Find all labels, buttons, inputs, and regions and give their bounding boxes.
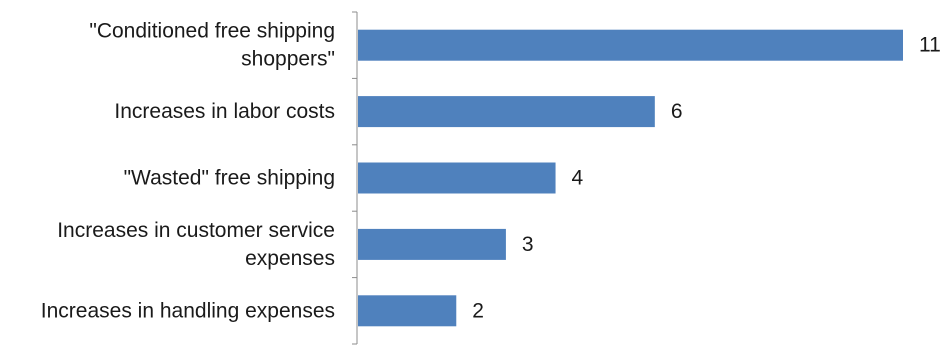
- category-axis: [352, 11, 358, 345]
- value-labels-group: 11 6 4 3 2: [472, 34, 941, 323]
- data-label: 6: [671, 100, 683, 123]
- data-label: 3: [522, 233, 534, 256]
- category-label-line: expenses: [245, 247, 335, 270]
- bars-group: [358, 29, 903, 327]
- category-label-line: Increases in handling expenses: [41, 299, 335, 322]
- category-label-line: Increases in customer service: [57, 219, 335, 242]
- bar: [358, 29, 903, 61]
- category-label-line: "Wasted" free shipping: [124, 167, 335, 190]
- category-labels-group: "Conditioned free shipping shoppers" Incre…: [41, 20, 335, 323]
- bar: [358, 96, 655, 128]
- data-label: 2: [472, 299, 484, 322]
- category-tick-label: "Conditioned free shipping shoppers": [89, 20, 335, 71]
- bar: [358, 228, 506, 260]
- bar: [358, 162, 556, 194]
- category-tick-label: Increases in labor costs: [114, 100, 335, 123]
- category-label-line: Increases in labor costs: [114, 100, 335, 123]
- category-tick-label: Increases in handling expenses: [41, 299, 335, 322]
- category-tick-label: "Wasted" free shipping: [124, 167, 335, 190]
- category-tick-label: Increases in customer service expenses: [57, 219, 335, 270]
- category-label-line: shoppers": [241, 48, 335, 71]
- data-label: 4: [572, 167, 584, 190]
- category-label-line: "Conditioned free shipping: [89, 20, 335, 43]
- data-label: 11: [919, 34, 941, 57]
- bar: [358, 295, 457, 327]
